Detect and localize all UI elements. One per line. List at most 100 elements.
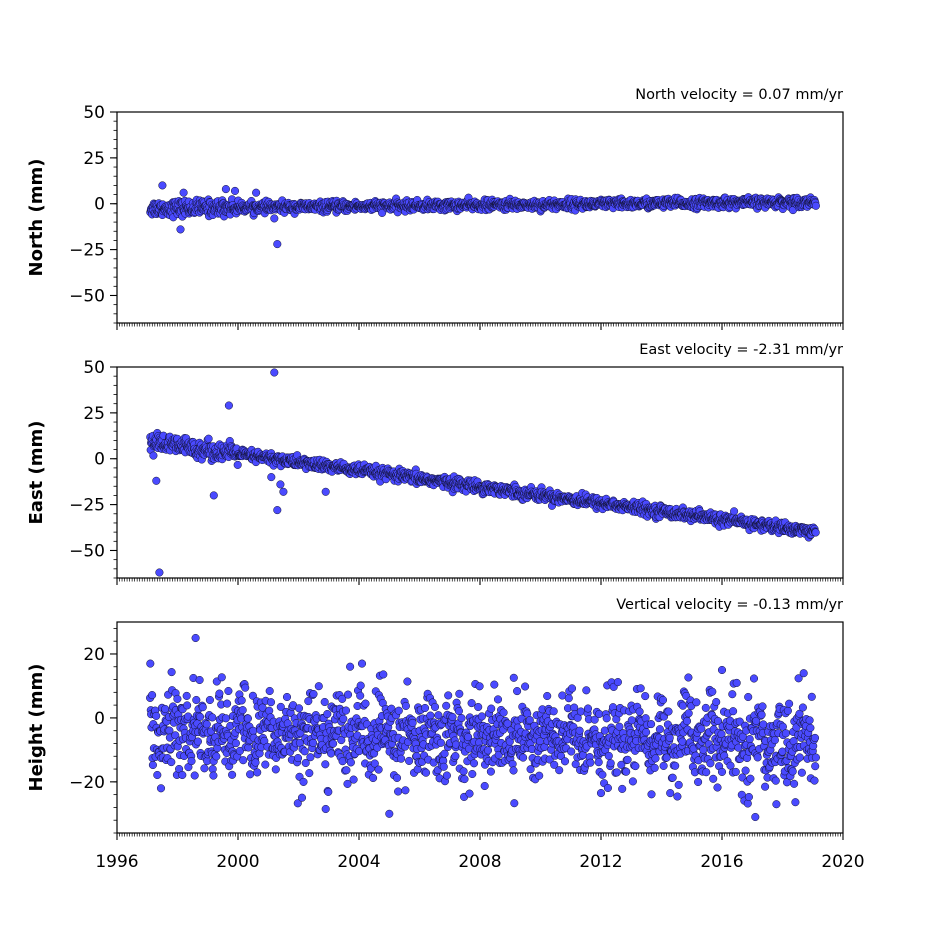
data-point <box>702 768 711 777</box>
data-point <box>224 686 233 696</box>
data-point <box>239 756 248 765</box>
data-point <box>148 760 157 770</box>
data-point <box>622 767 631 776</box>
data-point <box>459 767 468 776</box>
y-tick-label: 50 <box>83 358 105 378</box>
data-point <box>712 697 721 707</box>
y-tick-label: 25 <box>83 149 105 169</box>
data-point <box>405 756 414 765</box>
data-point <box>192 695 201 705</box>
data-point <box>297 793 307 802</box>
data-point <box>217 673 226 682</box>
y-tick-label: −50 <box>69 286 105 306</box>
data-point <box>321 487 330 496</box>
data-point <box>526 765 535 774</box>
data-point <box>202 720 211 729</box>
data-point <box>602 714 611 723</box>
data-point <box>171 731 180 740</box>
data-point <box>208 713 217 722</box>
data-point <box>212 752 221 761</box>
scatter-series <box>146 633 820 822</box>
data-point <box>658 695 668 705</box>
data-point <box>576 707 585 716</box>
data-point <box>499 708 508 717</box>
data-point <box>436 738 445 747</box>
data-point <box>187 757 196 766</box>
data-point <box>301 758 310 768</box>
data-point <box>305 769 314 778</box>
data-point <box>258 703 267 712</box>
data-point <box>266 698 276 707</box>
data-point <box>152 476 161 485</box>
data-point <box>586 758 595 767</box>
data-point <box>545 755 554 764</box>
data-point <box>480 781 489 791</box>
data-point <box>666 789 675 798</box>
data-point <box>671 761 680 770</box>
data-point <box>338 694 347 703</box>
panel-2: 50 25 0 −25 −50 East velocity = -2.31 mm/yr Ea… <box>26 342 844 585</box>
data-point <box>697 724 706 733</box>
data-point <box>176 225 185 234</box>
data-point <box>468 769 477 779</box>
data-point <box>477 712 486 721</box>
data-point <box>509 766 518 775</box>
data-point <box>430 702 440 711</box>
data-point <box>665 733 674 742</box>
data-point <box>474 702 483 712</box>
y-tick-label: 50 <box>83 103 105 123</box>
data-point <box>238 706 247 715</box>
data-point <box>510 799 519 808</box>
data-point <box>205 695 214 705</box>
data-point <box>167 758 176 767</box>
data-point <box>811 528 820 537</box>
data-point <box>209 771 218 780</box>
y-tick-label: 25 <box>83 404 105 424</box>
data-point <box>636 684 645 693</box>
data-point <box>167 668 176 677</box>
data-point <box>321 760 330 769</box>
data-point <box>183 701 192 710</box>
data-point <box>309 738 318 747</box>
data-point <box>228 770 237 779</box>
data-point <box>178 770 187 780</box>
data-point <box>342 766 351 775</box>
data-point <box>709 774 718 783</box>
data-point <box>434 711 443 720</box>
data-point <box>641 692 650 701</box>
data-point <box>282 692 292 702</box>
data-point <box>521 682 530 691</box>
data-point <box>341 706 351 715</box>
scatter-series <box>146 368 820 577</box>
data-point <box>567 747 576 756</box>
data-point <box>401 701 410 710</box>
data-point <box>692 698 701 707</box>
plot-frame <box>116 366 844 579</box>
data-point <box>314 682 323 691</box>
data-point <box>717 767 727 776</box>
data-point <box>306 753 315 762</box>
data-point <box>235 746 244 755</box>
data-point <box>730 507 739 516</box>
data-point <box>374 765 383 774</box>
data-point <box>811 201 820 210</box>
data-point <box>706 759 715 768</box>
data-point <box>408 718 417 727</box>
data-point <box>193 737 202 746</box>
data-point <box>370 759 379 768</box>
data-point <box>549 707 558 716</box>
data-point <box>487 704 496 713</box>
data-point <box>647 720 656 729</box>
data-point <box>230 186 240 195</box>
data-point <box>293 799 302 808</box>
data-point <box>664 707 673 716</box>
data-point <box>455 689 464 698</box>
data-point <box>195 712 205 721</box>
data-point <box>612 768 621 777</box>
data-point <box>513 687 522 696</box>
data-point <box>567 684 577 693</box>
data-point <box>490 680 499 689</box>
data-point <box>265 686 274 696</box>
data-point <box>253 768 262 777</box>
